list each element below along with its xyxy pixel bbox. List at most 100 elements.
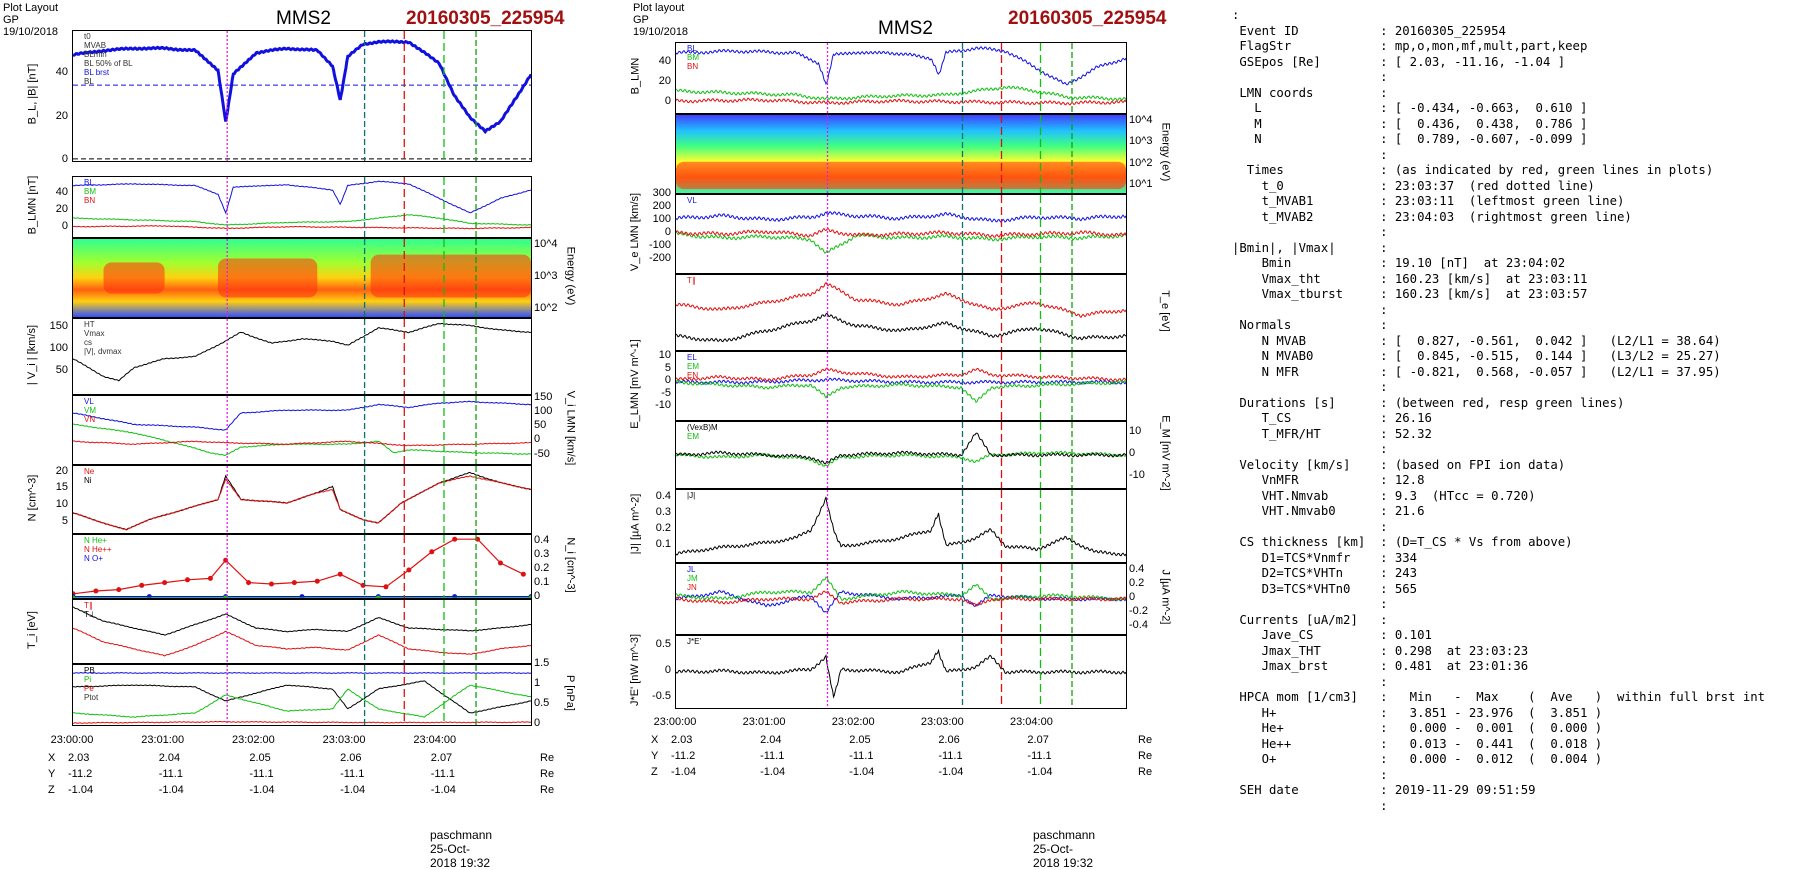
left-xtick-label: 23:00:00 <box>50 734 94 746</box>
left-Nions-svg <box>73 535 531 598</box>
info-line: Currents [uA/m2] : <box>1232 612 1388 627</box>
info-line: : <box>1232 8 1240 22</box>
info-line: t_MVAB2 : 23:04:03 (rightmost green line… <box>1232 209 1632 224</box>
mid-Ve-ytick-label: 300 <box>652 187 671 199</box>
left-orbit-value: 2.06 <box>340 752 362 764</box>
left-Vi-ytick-label: 100 <box>49 341 68 354</box>
mid-JLMN-series-2 <box>676 590 1126 607</box>
mid-BLMN-ylabel: B_LMN <box>628 57 641 95</box>
mid-xtick-label: 23:04:00 <box>1010 716 1053 728</box>
left-orbit-value: 2.03 <box>68 752 90 764</box>
mid-E-svg <box>676 352 1126 420</box>
left-Nions-ytick-label: 0.2 <box>534 562 550 574</box>
middle-layout-header: Plot layout GP 19/10/2018 <box>633 2 689 38</box>
mid-EM-legend-entry: EM <box>687 432 699 441</box>
left-ion-spectrogram-panel <box>72 238 532 318</box>
mid-E-series-2 <box>676 379 1126 404</box>
left-footer: paschmann 25-Oct-2018 19:32 <box>430 828 493 870</box>
info-line: SEH date : 2019-11-29 09:51:59 <box>1232 783 1536 797</box>
left-BLMN-series-0 <box>73 180 531 215</box>
left-xtick-label: 23:02:00 <box>231 734 275 746</box>
info-line: T_CS : 26.16 <box>1232 411 1432 425</box>
mid-JLMN-legend-entry: JL <box>687 565 696 574</box>
mid-EM-ytick-label: -10 <box>1129 469 1145 481</box>
mid-J-legend-entry: |J| <box>687 491 696 500</box>
mid-JE-series-0 <box>676 648 1126 699</box>
left-Nions-legend-entry: N He++ <box>84 545 112 554</box>
left-Ti-legend-entry: T∥ <box>84 601 93 610</box>
left-BLMN-series-2 <box>73 225 531 230</box>
mid-Ve-panel <box>675 194 1127 274</box>
left-P-ylabel: P [nPa] <box>563 675 576 711</box>
info-line: : <box>1232 225 1388 239</box>
left-BLMN-ylabel: B_LMN [nT] <box>25 175 38 235</box>
info-line: : <box>1232 597 1388 611</box>
left-P-ytick-label: 1 <box>534 677 541 689</box>
mid-J-ylabel: |J| [µA m^-2] <box>628 493 641 555</box>
info-line: He++ : 0.013 - 0.441 ( 0.018 ) <box>1232 736 1603 751</box>
mid-E-legend-entry: EN <box>687 371 699 380</box>
info-line: Times : (as indicated by red, green line… <box>1232 163 1714 177</box>
left-Ti-panel <box>72 599 532 664</box>
left-BLMN-legend-entry: BN <box>84 196 96 205</box>
info-line: Jmax_THT : 0.298 at 23:03:23 <box>1232 643 1529 658</box>
info-line: T_MFR/HT : 52.32 <box>1232 426 1432 441</box>
mid-JE-svg <box>676 636 1126 708</box>
mid-BLMN-legend-entry: BN <box>687 62 699 71</box>
left-BL-legend-entry: BL <box>84 77 94 86</box>
left-BL-ylabel: B_L, |B| [nT] <box>25 63 38 125</box>
mid-xtick-label: 23:03:00 <box>920 716 964 728</box>
left-Nions-point <box>429 549 435 555</box>
left-Nions-point <box>497 560 503 566</box>
mid-Ve-series-1 <box>676 231 1126 254</box>
mid-orbit-axis-X: X <box>651 734 659 746</box>
left-N-legend-entry: Ne <box>84 467 95 476</box>
mid-Te-panel <box>675 274 1127 351</box>
mid-JLMN-ytick-label: 0 <box>1129 591 1136 603</box>
left-Nions-point <box>73 595 76 598</box>
mid-BLMN-legend-entry: BM <box>687 53 699 62</box>
left-Nions-point <box>406 567 412 573</box>
info-line: : <box>1232 767 1388 782</box>
left-orbit-value: -11.2 <box>68 768 93 780</box>
info-line: M : [ 0.436, 0.438, 0.786 ] <box>1232 116 1588 131</box>
left-BLMN-ytick-label: 0 <box>61 220 68 233</box>
left-P-panel <box>72 664 532 726</box>
mid-Ve-ytick-label: 100 <box>652 213 671 225</box>
mid-electron-spectrogram-ytick-label: 10^1 <box>1129 178 1153 190</box>
mid-E-legend-entry: EM <box>687 362 699 371</box>
left-orbit-unit: Re <box>540 784 555 796</box>
left-Ti-series-1 <box>73 606 531 636</box>
mid-orbit-value: 2.06 <box>938 734 960 746</box>
left-BLMN-panel <box>72 176 532 238</box>
left-Nions-ylabel: N_i [cm^-3] <box>564 536 577 593</box>
info-line: FlagStr : mp,o,mon,mf,mult,part,keep <box>1232 39 1588 53</box>
info-line: Vmax_tburst : 160.23 [km/s] at 23:03:57 <box>1232 287 1588 301</box>
left-Nions-point <box>162 580 168 586</box>
left-Nions-point <box>207 575 213 581</box>
mid-Te-series-1 <box>676 312 1126 343</box>
mid-orbit-unit: Re <box>1138 750 1153 762</box>
info-line: N : [ 0.789, -0.607, -0.099 ] <box>1232 132 1588 146</box>
left-orbit-axis-X: X <box>48 752 56 764</box>
mid-BLMN-series-0 <box>676 45 1126 86</box>
mid-BLMN-svg <box>676 43 1126 113</box>
mid-orbit-axis-Y: Y <box>651 750 659 762</box>
left-Nions-point <box>223 557 229 563</box>
mid-E-series-0 <box>676 377 1126 386</box>
mid-electron-spectrogram-ytick-label: 10^2 <box>1129 156 1153 169</box>
mid-Ve-ytick-label: -200 <box>648 252 671 264</box>
left-Nions-legend-entry: N He+ <box>84 536 107 545</box>
left-ion-spectrogram-ytick-label: 10^3 <box>534 270 558 282</box>
mid-J-ytick-label: 0.1 <box>655 538 671 550</box>
mid-E-panel <box>675 351 1127 421</box>
left-BL-ytick-label: 40 <box>55 66 68 79</box>
mid-Ve-legend-entry: VL <box>687 196 697 205</box>
left-Nions-point <box>185 577 190 583</box>
mid-electron-spectrogram-hot-region-0 <box>676 161 1126 190</box>
info-line: LMN coords : <box>1232 85 1388 100</box>
mid-orbit-value: -11.1 <box>938 750 963 762</box>
left-Vi-panel <box>72 318 532 395</box>
info-line: HPCA mom [1/cm3] : Min - Max ( Ave ) wit… <box>1232 690 1766 704</box>
left-Vi-legend-entry: Vmax <box>84 329 105 338</box>
